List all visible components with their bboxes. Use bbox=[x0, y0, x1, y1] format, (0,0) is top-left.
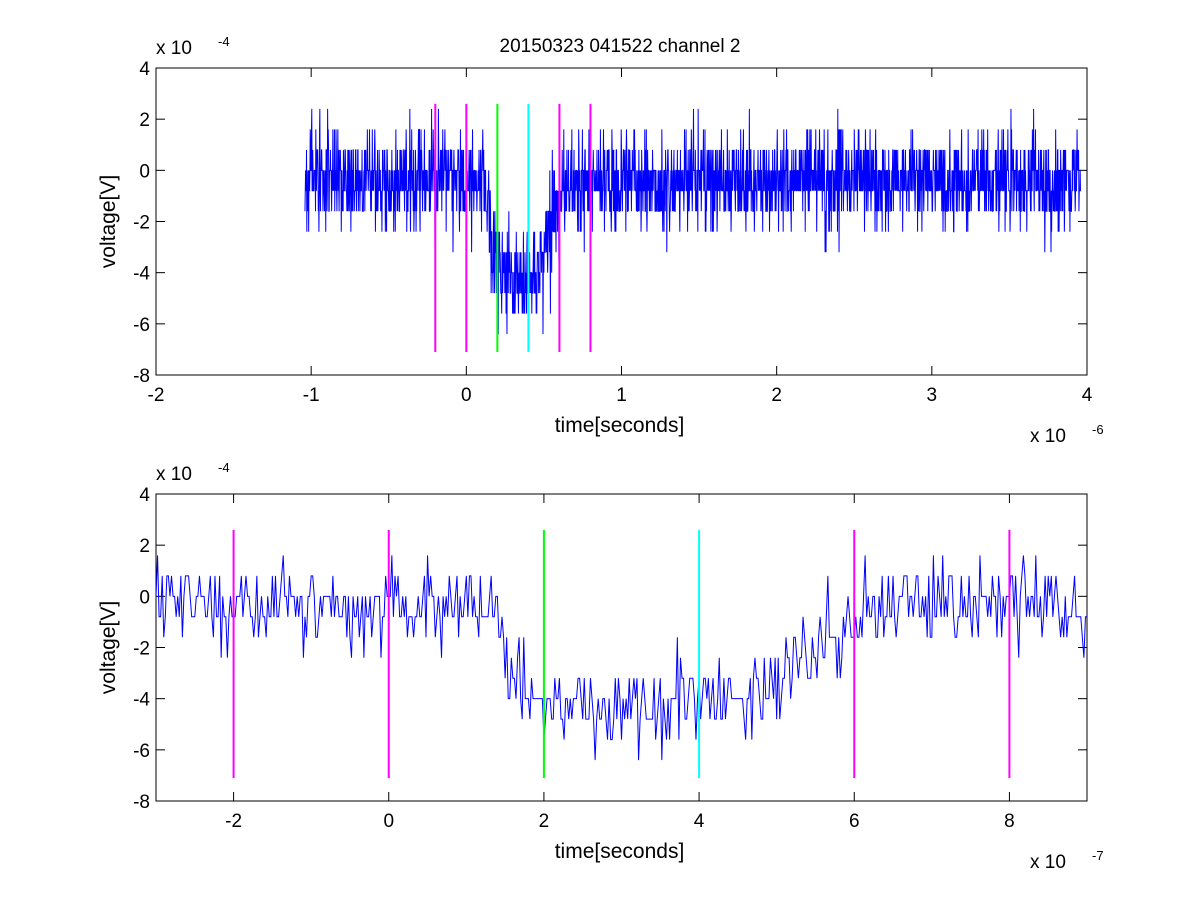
axes-box bbox=[155, 67, 1088, 376]
y-tick-label: -8 bbox=[133, 366, 150, 387]
y-tick-label: -8 bbox=[133, 792, 150, 813]
y-tick-label: 2 bbox=[139, 536, 150, 557]
y-tick-label: 0 bbox=[139, 587, 150, 608]
voltage-trace bbox=[304, 108, 1081, 335]
y-exponent: -4 bbox=[218, 460, 230, 475]
y-tick-label: -2 bbox=[133, 213, 150, 234]
x-tick-label: 2 bbox=[771, 385, 782, 406]
y-tick-label: -6 bbox=[133, 315, 150, 336]
voltage-trace bbox=[156, 555, 1087, 761]
y-axis-label: voltage[V] bbox=[97, 175, 120, 268]
x-tick-label: 4 bbox=[694, 811, 705, 832]
y-axis-label: voltage[V] bbox=[97, 601, 120, 694]
x-axis-label: time[seconds] bbox=[555, 414, 685, 437]
top-plot: -2 -1 0 1 2 3 4 -8 -6 -4 -2 0 2 4 time[seconds] voltage… bbox=[97, 34, 1104, 447]
y-tick-label: 0 bbox=[139, 161, 150, 182]
x-exponent-label: x 10 bbox=[1030, 852, 1066, 873]
x-tick-label: -2 bbox=[225, 811, 242, 832]
x-tick-label: 1 bbox=[616, 385, 627, 406]
x-exponent: -7 bbox=[1092, 848, 1104, 863]
axes-box bbox=[155, 493, 1088, 802]
bottom-plot: -2 0 2 4 6 8 -8 -6 -4 -2 0 2 4 time[seconds] voltage[V… bbox=[97, 460, 1104, 873]
y-exponent: -4 bbox=[218, 34, 230, 49]
x-tick-label: 6 bbox=[849, 811, 860, 832]
x-exponent-label: x 10 bbox=[1030, 426, 1066, 447]
x-tick-label: -2 bbox=[148, 385, 165, 406]
y-tick-label: 4 bbox=[139, 59, 150, 80]
x-tick-label: 0 bbox=[461, 385, 472, 406]
y-tick-label: 4 bbox=[139, 485, 150, 506]
x-tick-label: 2 bbox=[539, 811, 550, 832]
x-exponent: -6 bbox=[1092, 422, 1104, 437]
y-tick-label: -2 bbox=[133, 639, 150, 660]
x-tick-label: -1 bbox=[303, 385, 320, 406]
y-tick-label: -6 bbox=[133, 741, 150, 762]
x-tick-label: 0 bbox=[383, 811, 394, 832]
y-exponent-label: x 10 bbox=[156, 38, 192, 59]
y-tick-label: 2 bbox=[139, 110, 150, 131]
y-exponent-label: x 10 bbox=[156, 464, 192, 485]
x-axis-label: time[seconds] bbox=[555, 840, 685, 863]
x-tick-label: 4 bbox=[1082, 385, 1093, 406]
y-tick-label: -4 bbox=[133, 690, 150, 711]
x-tick-label: 8 bbox=[1004, 811, 1015, 832]
y-tick-label: -4 bbox=[133, 264, 150, 285]
figure-title: 20150323 041522 channel 2 bbox=[500, 36, 741, 57]
x-tick-label: 3 bbox=[927, 385, 938, 406]
